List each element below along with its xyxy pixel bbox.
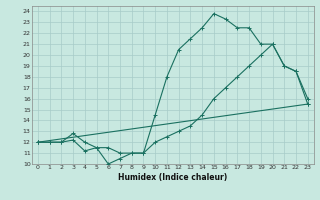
X-axis label: Humidex (Indice chaleur): Humidex (Indice chaleur) bbox=[118, 173, 228, 182]
